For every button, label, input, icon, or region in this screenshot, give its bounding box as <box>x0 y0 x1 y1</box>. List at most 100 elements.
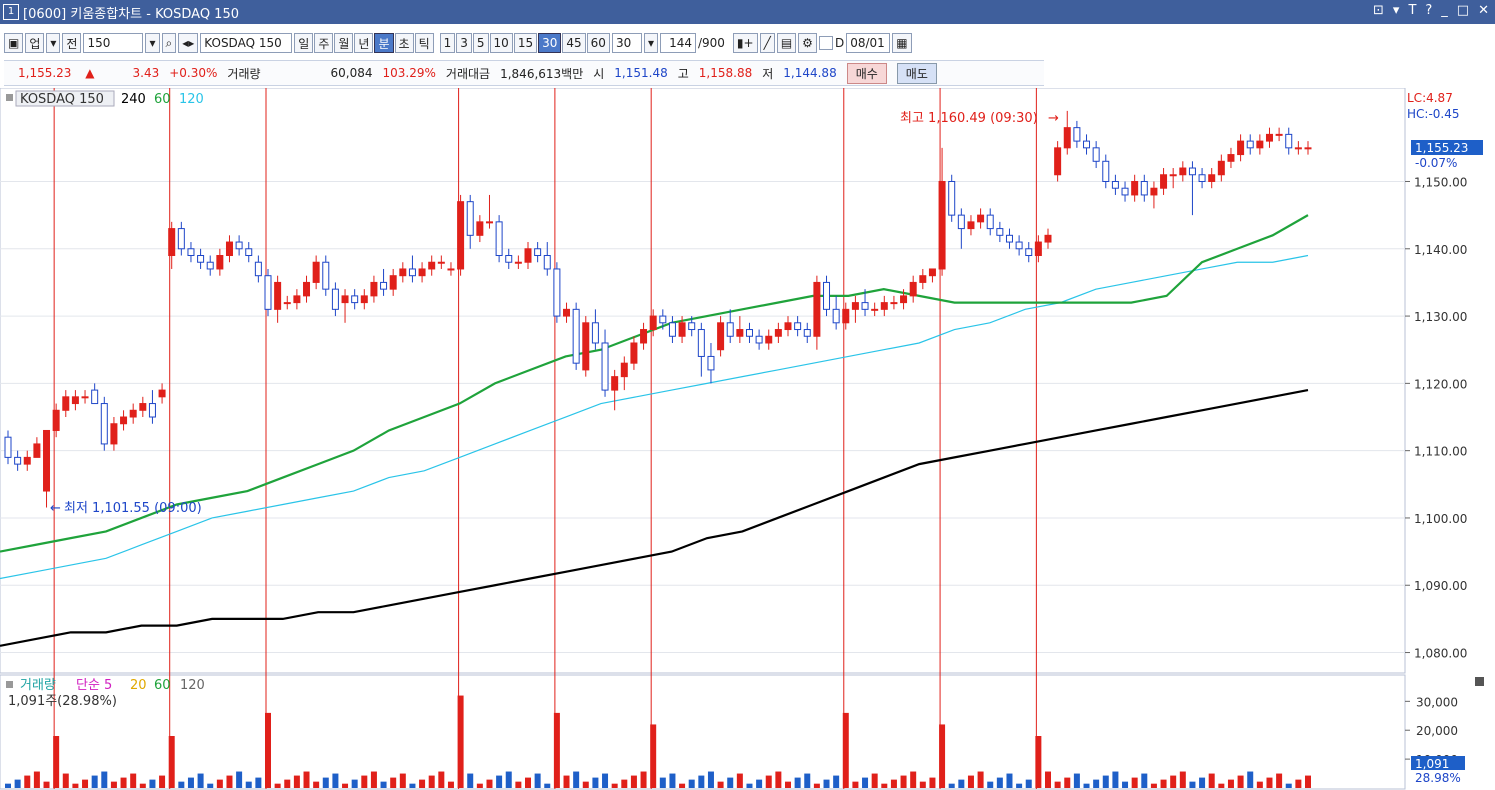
period-tab[interactable]: 주 <box>314 33 334 53</box>
candle-body <box>360 295 368 304</box>
volume-bar <box>24 775 31 788</box>
period-tab[interactable]: 초 <box>394 33 414 53</box>
candle-body <box>139 403 147 411</box>
sell-button[interactable]: 매도 <box>896 62 937 84</box>
volume-bar <box>573 771 580 788</box>
candle-body <box>678 322 686 337</box>
candle-body <box>1102 160 1110 182</box>
interval-tab[interactable]: 15 <box>513 33 538 53</box>
calendar-icon[interactable]: ▦ <box>892 33 912 53</box>
interval-tab[interactable]: 60 <box>586 33 610 53</box>
candle-body <box>245 248 253 257</box>
date-checkbox[interactable] <box>818 36 833 50</box>
volume-bar <box>1112 771 1119 788</box>
volume-bar <box>525 777 531 788</box>
search-icon[interactable]: ⌕ <box>161 33 177 53</box>
volume-tag-pct: 28.98% <box>1415 771 1461 785</box>
interval-input[interactable]: 30 <box>611 33 642 53</box>
volume-bar <box>380 781 387 788</box>
period-tab[interactable]: 분 <box>374 33 394 53</box>
candle-body <box>842 308 850 324</box>
ma240-line <box>0 389 1309 647</box>
volume-bar <box>977 771 984 788</box>
legend-name[interactable]: KOSDAQ 150 <box>20 92 104 107</box>
volume-bar <box>939 724 946 788</box>
period-tab[interactable]: 월 <box>334 33 354 53</box>
window-number[interactable]: 1 <box>3 4 19 20</box>
legend-square-icon[interactable] <box>6 94 13 101</box>
dropdown-icon[interactable]: ▾ <box>46 33 61 53</box>
help-icon[interactable]: ? <box>1425 3 1433 18</box>
volume-legend-square-icon[interactable] <box>6 681 13 688</box>
indicator-icon[interactable]: ▮+ <box>732 33 758 53</box>
panel-close-icon[interactable] <box>1475 677 1484 686</box>
period-tab[interactable]: 틱 <box>414 33 434 53</box>
candle-body <box>996 228 1004 236</box>
interval-tab[interactable]: 1 <box>439 33 456 53</box>
candle-body <box>283 302 291 305</box>
date-input[interactable]: 08/01 <box>846 33 891 53</box>
volume-bar <box>794 777 801 788</box>
chart-area[interactable]: 1,150.00 1,140.00 1,130.00 1,120.00 1,110.00… <box>0 88 1495 790</box>
candle-body <box>765 335 773 344</box>
volume-bar <box>342 783 349 788</box>
candle-body <box>177 228 185 250</box>
period-tab[interactable]: 년 <box>354 33 374 53</box>
candle-body <box>476 221 484 236</box>
candle-body <box>620 362 628 378</box>
volume-bar <box>409 783 416 788</box>
volume-bar <box>1276 773 1283 788</box>
candle-body <box>303 281 311 297</box>
volume-bar <box>370 771 377 788</box>
interval-dropdown-icon[interactable]: ▾ <box>643 33 658 53</box>
interval-tab[interactable]: 45 <box>562 33 586 53</box>
volume-ma120[interactable]: 120 <box>180 678 205 693</box>
legend-ma60[interactable]: 60 <box>154 92 171 107</box>
period-tab[interactable]: 일 <box>294 33 314 53</box>
volume-ma-title[interactable]: 단순 5 <box>76 678 112 693</box>
volume-panel[interactable] <box>0 674 1406 790</box>
volume-bar <box>688 779 695 788</box>
legend-ma120[interactable]: 120 <box>179 92 204 107</box>
code-dropdown-icon[interactable]: ▾ <box>145 33 160 53</box>
volume-ma20[interactable]: 20 <box>130 678 147 693</box>
y-tick-label: 1,120.00 <box>1414 377 1467 391</box>
candle-body <box>986 214 994 230</box>
pin-icon[interactable]: ▾ <box>1392 3 1400 18</box>
name-input[interactable]: KOSDAQ 150 <box>200 33 293 53</box>
volume-bar <box>1247 771 1254 788</box>
volume-bar <box>823 779 830 788</box>
candle-body <box>33 443 41 458</box>
market-select[interactable]: 업 <box>25 33 45 53</box>
volume-bar <box>419 779 426 788</box>
volume-bar <box>1064 777 1071 788</box>
prev-button[interactable]: 전 <box>62 33 82 53</box>
gear-icon[interactable]: ⚙ <box>798 33 817 53</box>
buy-button[interactable]: 매수 <box>846 62 887 84</box>
interval-tab[interactable]: 3 <box>456 33 472 53</box>
volume-percent: 103.29% <box>382 66 436 80</box>
volume-bar <box>1035 736 1042 788</box>
interval-tab[interactable]: 10 <box>489 33 513 53</box>
legend-box[interactable] <box>15 90 115 107</box>
draw-tool-icon[interactable]: ╱ <box>759 33 775 53</box>
count-input[interactable]: 144 <box>659 33 696 53</box>
save-icon[interactable]: ▤ <box>776 33 797 53</box>
price-panel[interactable] <box>0 88 1406 674</box>
title-bar: 1 [0600] 키움종합차트 - KOSDAQ 150 ⊡ ▾ T ? _ □… <box>0 0 1495 24</box>
volume-legend-name[interactable]: 거래량 <box>20 678 56 693</box>
layout-icon[interactable]: ▣ <box>4 33 24 53</box>
font-icon[interactable]: T <box>1408 3 1417 18</box>
code-input[interactable]: 150 <box>83 33 144 53</box>
interval-tab[interactable]: 5 <box>472 33 489 53</box>
close-icon[interactable]: ✕ <box>1478 3 1489 18</box>
restore-icon[interactable]: ⊡ <box>1373 3 1384 18</box>
legend-ma240[interactable]: 240 <box>121 92 146 107</box>
maximize-icon[interactable]: □ <box>1456 3 1470 18</box>
sound-icon[interactable]: ◂▸ <box>178 33 199 53</box>
candle-body <box>1111 180 1119 189</box>
volume-ma60[interactable]: 60 <box>154 678 171 693</box>
interval-tab[interactable]: 30 <box>538 33 562 53</box>
minimize-icon[interactable]: _ <box>1441 3 1448 18</box>
